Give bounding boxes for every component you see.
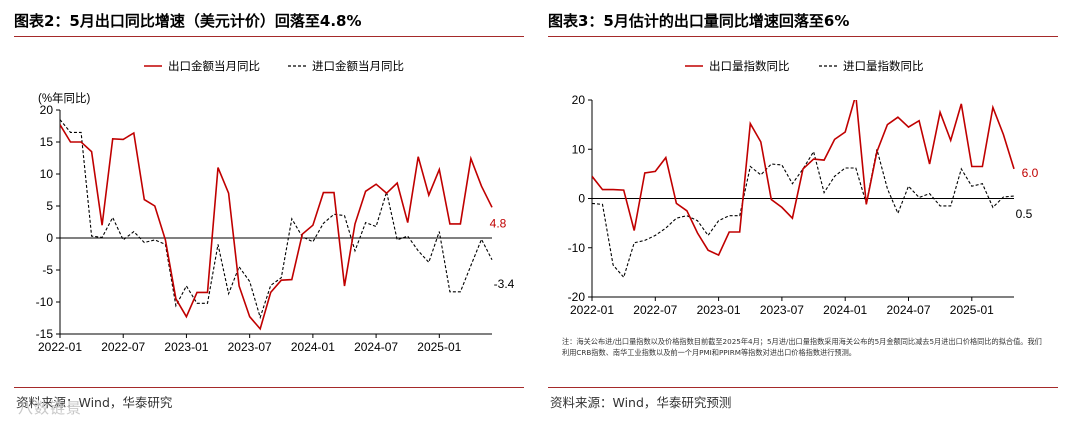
x-tick-label: 2025-01 [417, 340, 461, 354]
y-tick-label: -10 [36, 295, 54, 309]
x-tick-label: 2023-01 [164, 340, 208, 354]
x-tick-label: 2024-01 [291, 340, 335, 354]
right-chart: 出口量指数同比 进口量指数同比 -20 -10 0 10 20 2022-01 2022-07 2… [568, 59, 1039, 317]
right-chart-note: 注：海关公布进/出口量指数以及价格指数目前截至2025年4月；5月进/出口量指数… [562, 337, 1042, 357]
left-source-text: 资料来源：Wind，华泰研究 [16, 395, 173, 410]
end-value-label-dashed: 0.5 [1016, 207, 1033, 221]
left-chart-title: 图表2：5月出口同比增速（美元计价）回落至4.8% [14, 12, 362, 30]
right-chart-title: 图表3：5月估计的出口量同比增速回落至6% [548, 12, 850, 30]
right-chart-panel: 图表3：5月估计的出口量同比增速回落至6% 出口量指数同比 进口量指数同比 -20 -… [548, 0, 1068, 427]
left-chart: 出口金额当月同比 进口金额当月同比 (%年同比) -15 -10 -5 0 5 10 15 20 20… [36, 59, 515, 354]
series-line-solid [592, 100, 1015, 257]
y-tick-label: 0 [46, 231, 53, 245]
legend-label-solid: 出口量指数同比 [709, 59, 790, 73]
legend-label-dashed: 进口量指数同比 [843, 59, 924, 73]
x-tick-label: 2024-01 [823, 303, 867, 317]
end-value-label-dashed: -3.4 [494, 277, 515, 291]
x-tick-label: 2024-07 [354, 340, 398, 354]
x-tick-label: 2022-07 [101, 340, 145, 354]
title-divider [14, 36, 524, 37]
x-tick-label: 2023-07 [760, 303, 804, 317]
x-tick-label: 2024-07 [886, 303, 930, 317]
y-axis-unit-label: (%年同比) [38, 91, 91, 105]
end-value-label-solid: 4.8 [490, 216, 507, 230]
series-line-solid [60, 124, 493, 331]
legend-label-solid: 出口金额当月同比 [168, 59, 260, 73]
y-tick-label: -15 [36, 327, 54, 341]
left-chart-panel: 图表2：5月出口同比增速（美元计价）回落至4.8% 出口金额当月同比 进口金额当月… [14, 0, 534, 427]
y-tick-label: -20 [568, 290, 586, 304]
x-tick-label: 2025-01 [950, 303, 994, 317]
y-tick-label: 20 [40, 103, 54, 117]
right-source-text: 资料来源：Wind，华泰研究预测 [550, 395, 732, 410]
x-tick-label: 2023-07 [228, 340, 272, 354]
y-tick-label: 20 [572, 93, 586, 107]
footer-divider [548, 387, 1058, 388]
x-tick-label: 2022-07 [633, 303, 677, 317]
footer-divider [14, 387, 524, 388]
y-tick-label: 0 [578, 192, 585, 206]
legend-label-dashed: 进口金额当月同比 [312, 59, 404, 73]
end-value-label-solid: 6.0 [1022, 166, 1039, 180]
series-line-dashed [592, 149, 1015, 279]
x-tick-label: 2023-01 [697, 303, 741, 317]
title-divider [548, 36, 1058, 37]
x-tick-label: 2022-01 [570, 303, 614, 317]
watermark-text: 八数链景 [18, 399, 83, 417]
y-tick-label: 10 [40, 167, 54, 181]
y-tick-label: 5 [46, 199, 53, 213]
y-tick-label: -5 [42, 263, 53, 277]
x-tick-label: 2022-01 [38, 340, 82, 354]
y-tick-label: 10 [572, 142, 586, 156]
y-tick-label: -10 [568, 241, 586, 255]
series-line-dashed [60, 119, 493, 320]
y-tick-label: 15 [40, 135, 54, 149]
